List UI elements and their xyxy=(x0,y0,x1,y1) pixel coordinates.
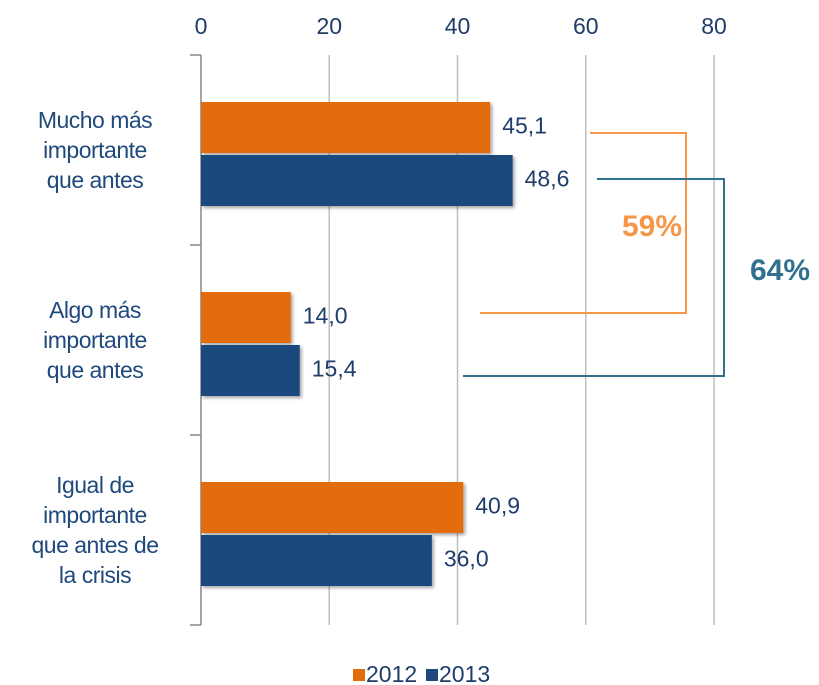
bar xyxy=(201,345,300,396)
bar xyxy=(201,482,464,533)
x-tick-label: 40 xyxy=(445,13,471,39)
legend-label: 2012 xyxy=(366,661,417,685)
x-tick-label: 0 xyxy=(195,13,208,39)
bracket-2012 xyxy=(480,132,687,314)
x-tick-label: 80 xyxy=(701,13,727,39)
bar xyxy=(201,102,491,153)
value-label: 14,0 xyxy=(303,303,348,329)
value-label: 36,0 xyxy=(444,546,489,572)
value-label: 48,6 xyxy=(525,166,570,192)
bracket-2013 xyxy=(463,178,725,377)
legend-swatch xyxy=(353,669,365,681)
value-label: 45,1 xyxy=(502,113,547,139)
legend-swatch xyxy=(426,669,438,681)
value-label: 15,4 xyxy=(312,356,357,382)
x-tick-label: 20 xyxy=(316,13,342,39)
category-label: Igual de importante que antes de la cris… xyxy=(31,472,159,588)
bars xyxy=(201,102,513,586)
bar xyxy=(201,535,432,586)
x-tick-label: 60 xyxy=(573,13,599,39)
annotation: 59% xyxy=(622,210,682,243)
value-label: 40,9 xyxy=(475,493,520,519)
bar xyxy=(201,292,291,343)
bar xyxy=(201,155,513,206)
annotation: 64% xyxy=(750,254,810,287)
category-label: Mucho más importante que antes xyxy=(37,107,153,193)
legend-label: 2013 xyxy=(439,661,490,685)
category-label: Algo más importante que antes xyxy=(43,297,147,383)
